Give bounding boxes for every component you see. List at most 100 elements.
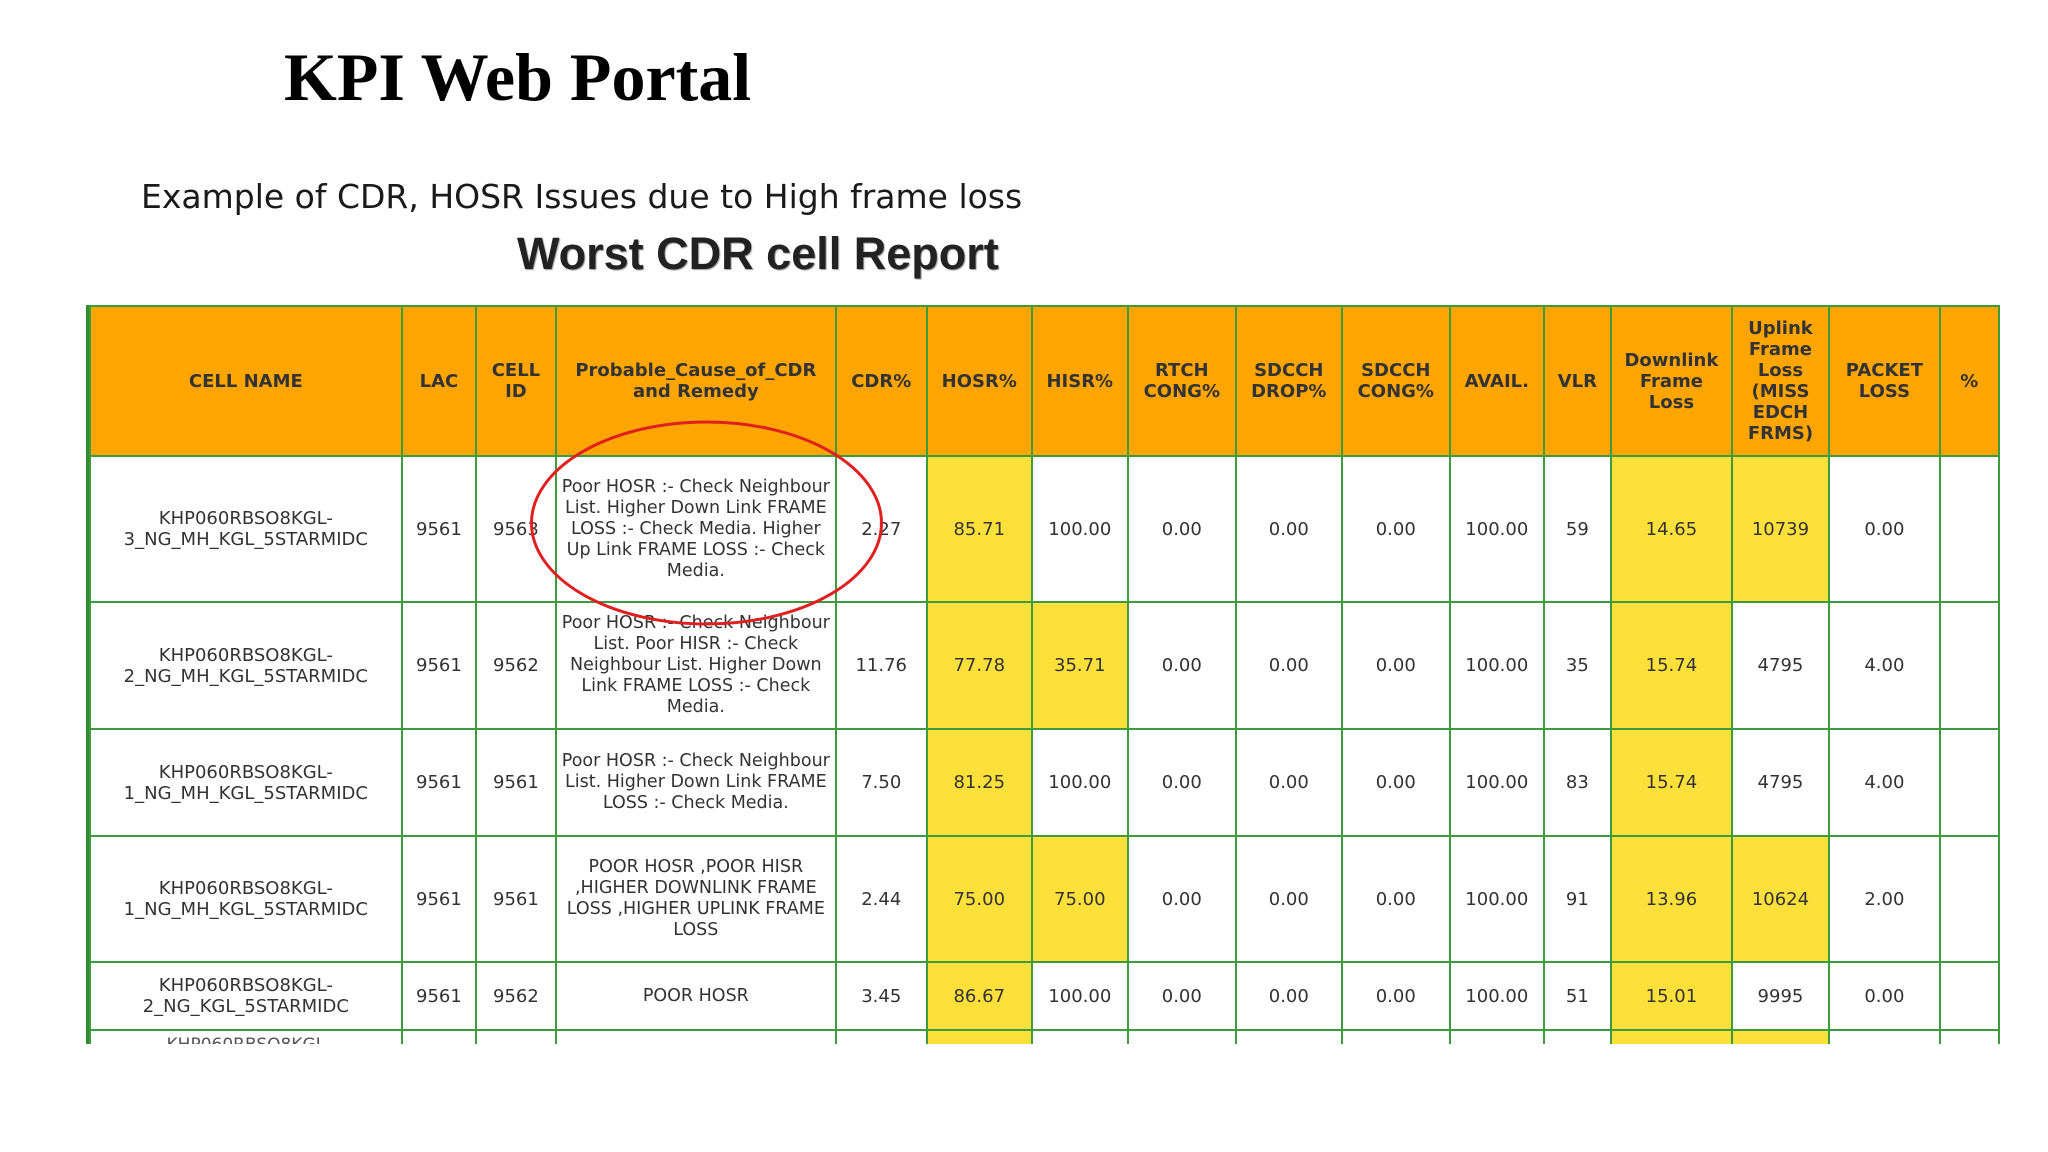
- col-header-uplink-frame-loss: Uplink Frame Loss (MISS EDCH FRMS): [1730, 305, 1831, 457]
- cell-rtch-cong: 0.00: [1126, 455, 1238, 603]
- partial-cell-name: KHP060RBSO8KGL: [167, 1035, 326, 1044]
- cell-hisr: 35.71: [1031, 601, 1129, 730]
- cell-packet-loss: 4.00: [1828, 728, 1941, 837]
- cell-vlr: 59: [1542, 455, 1613, 603]
- col-header-hisr: HISR%: [1031, 305, 1129, 457]
- cell-name: KHP060RBSO8KGL-2_NG_KGL_5STARMIDC: [89, 961, 403, 1031]
- cell-rtch-cong: 0.00: [1126, 961, 1238, 1031]
- cell-uplink-frame-loss: 4795: [1730, 728, 1831, 837]
- cell-hosr: 86.67: [925, 961, 1034, 1031]
- cell-sdcch-drop: 0.00: [1235, 835, 1343, 963]
- col-header-packet-loss: PACKET LOSS: [1828, 305, 1941, 457]
- table-row: KHP060RBSO8KGL-2_NG_MH_KGL_5STARMIDC 956…: [89, 601, 2000, 730]
- cell-packet-loss: 2.00: [1828, 835, 1941, 963]
- cell-hosr: 85.71: [925, 455, 1034, 603]
- cell-avail: 100.00: [1449, 961, 1545, 1031]
- subtitle: Example of CDR, HOSR Issues due to High …: [141, 177, 1023, 216]
- cell-hosr: 77.78: [925, 601, 1034, 730]
- cell-id: 9561: [475, 728, 557, 837]
- cell-probable-cause: Poor HOSR :- Check Neighbour List. Poor …: [554, 601, 837, 730]
- col-header-sdcch-cong: SDCCH CONG%: [1340, 305, 1452, 457]
- col-header-downlink-frame-loss: Downlink Frame Loss: [1610, 305, 1733, 457]
- cell-id: 9562: [475, 961, 557, 1031]
- cell-downlink-frame-loss: 15.01: [1610, 961, 1733, 1031]
- cell-lac: [400, 1029, 478, 1044]
- cell-avail: 100.00: [1449, 728, 1545, 837]
- cell-downlink-frame-loss: 15.74: [1610, 601, 1733, 730]
- cell-cdr: 3.45: [834, 961, 928, 1031]
- cell-lac: 9561: [400, 455, 478, 603]
- cell-avail: 100.00: [1449, 835, 1545, 963]
- cell-sdcch-drop: 0.00: [1235, 455, 1343, 603]
- cell-vlr: 91: [1542, 835, 1613, 963]
- cell-uplink-frame-loss: 4795: [1730, 601, 1831, 730]
- cell-id: [475, 1029, 557, 1044]
- cell-name: KHP060RBSO8KGL-1_NG_MH_KGL_5STARMIDC: [89, 728, 403, 837]
- cell-vlr: [1542, 1029, 1613, 1044]
- col-header-lac: LAC: [400, 305, 478, 457]
- cell-cdr: 11.76: [834, 601, 928, 730]
- table-row-partial: KHP060RBSO8KGL: [89, 1029, 2000, 1044]
- col-header-sdcch-drop: SDCCH DROP%: [1235, 305, 1343, 457]
- cell-hisr: 75.00: [1031, 835, 1129, 963]
- cell-sdcch-cong: 0.00: [1340, 961, 1452, 1031]
- cell-avail: 100.00: [1449, 455, 1545, 603]
- cell-uplink-frame-loss: 10624: [1730, 835, 1831, 963]
- col-header-cdr: CDR%: [834, 305, 928, 457]
- col-header-probable-cause: Probable_Cause_of_CDR and Remedy: [554, 305, 837, 457]
- cell-probable-cause: POOR HOSR: [554, 961, 837, 1031]
- cell-sdcch-cong: [1340, 1029, 1452, 1044]
- col-header-rtch-cong: RTCH CONG%: [1126, 305, 1238, 457]
- cell-rtch-cong: 0.00: [1126, 601, 1238, 730]
- cell-lac: 9561: [400, 601, 478, 730]
- cell-hisr: 100.00: [1031, 455, 1129, 603]
- cell-id: 9561: [475, 835, 557, 963]
- col-header-hosr: HOSR%: [925, 305, 1034, 457]
- cell-sdcch-drop: 0.00: [1235, 961, 1343, 1031]
- cell-uplink-frame-loss: 9995: [1730, 961, 1831, 1031]
- cell-vlr: 35: [1542, 601, 1613, 730]
- cell-percent: [1938, 601, 2000, 730]
- slide-title: KPI Web Portal: [284, 39, 752, 115]
- cell-packet-loss: [1828, 1029, 1941, 1044]
- cell-packet-loss: 0.00: [1828, 455, 1941, 603]
- cell-uplink-frame-loss: [1730, 1029, 1831, 1044]
- cell-sdcch-cong: 0.00: [1340, 728, 1452, 837]
- cell-name: KHP060RBSO8KGL-1_NG_MH_KGL_5STARMIDC: [89, 835, 403, 963]
- col-header-cell-id: CELL ID: [475, 305, 557, 457]
- col-header-avail: AVAIL.: [1449, 305, 1545, 457]
- cell-hosr: 75.00: [925, 835, 1034, 963]
- cell-probable-cause: [554, 1029, 837, 1044]
- cell-avail: 100.00: [1449, 601, 1545, 730]
- cell-cdr: 2.44: [834, 835, 928, 963]
- col-header-percent: %: [1938, 305, 2000, 457]
- cell-sdcch-drop: [1235, 1029, 1343, 1044]
- report-table-viewport[interactable]: CELL NAME LAC CELL ID Probable_Cause_of_…: [86, 305, 2000, 1044]
- table-row: KHP060RBSO8KGL-1_NG_MH_KGL_5STARMIDC 956…: [89, 835, 2000, 963]
- cell-sdcch-cong: 0.00: [1340, 455, 1452, 603]
- cell-cdr: 7.50: [834, 728, 928, 837]
- table-row: KHP060RBSO8KGL-1_NG_MH_KGL_5STARMIDC 956…: [89, 728, 2000, 837]
- cell-hosr: 81.25: [925, 728, 1034, 837]
- cell-percent: [1938, 835, 2000, 963]
- cell-hisr: 100.00: [1031, 961, 1129, 1031]
- cell-id: 9563: [475, 455, 557, 603]
- cell-sdcch-drop: 0.00: [1235, 728, 1343, 837]
- cell-lac: 9561: [400, 835, 478, 963]
- cell-avail: [1449, 1029, 1545, 1044]
- cell-hisr: [1031, 1029, 1129, 1044]
- cell-probable-cause: Poor HOSR :- Check Neighbour List. Highe…: [554, 728, 837, 837]
- cell-sdcch-drop: 0.00: [1235, 601, 1343, 730]
- table-row: KHP060RBSO8KGL-2_NG_KGL_5STARMIDC 9561 9…: [89, 961, 2000, 1031]
- cell-name: KHP060RBSO8KGL-3_NG_MH_KGL_5STARMIDC: [89, 455, 403, 603]
- cell-uplink-frame-loss: 10739: [1730, 455, 1831, 603]
- cell-downlink-frame-loss: [1610, 1029, 1733, 1044]
- cell-vlr: 83: [1542, 728, 1613, 837]
- cell-packet-loss: 0.00: [1828, 961, 1941, 1031]
- cell-sdcch-cong: 0.00: [1340, 835, 1452, 963]
- table-row: KHP060RBSO8KGL-3_NG_MH_KGL_5STARMIDC 956…: [89, 455, 2000, 603]
- cell-probable-cause: POOR HOSR ,POOR HISR ,HIGHER DOWNLINK FR…: [554, 835, 837, 963]
- cell-rtch-cong: [1126, 1029, 1238, 1044]
- cell-rtch-cong: 0.00: [1126, 835, 1238, 963]
- cell-lac: 9561: [400, 961, 478, 1031]
